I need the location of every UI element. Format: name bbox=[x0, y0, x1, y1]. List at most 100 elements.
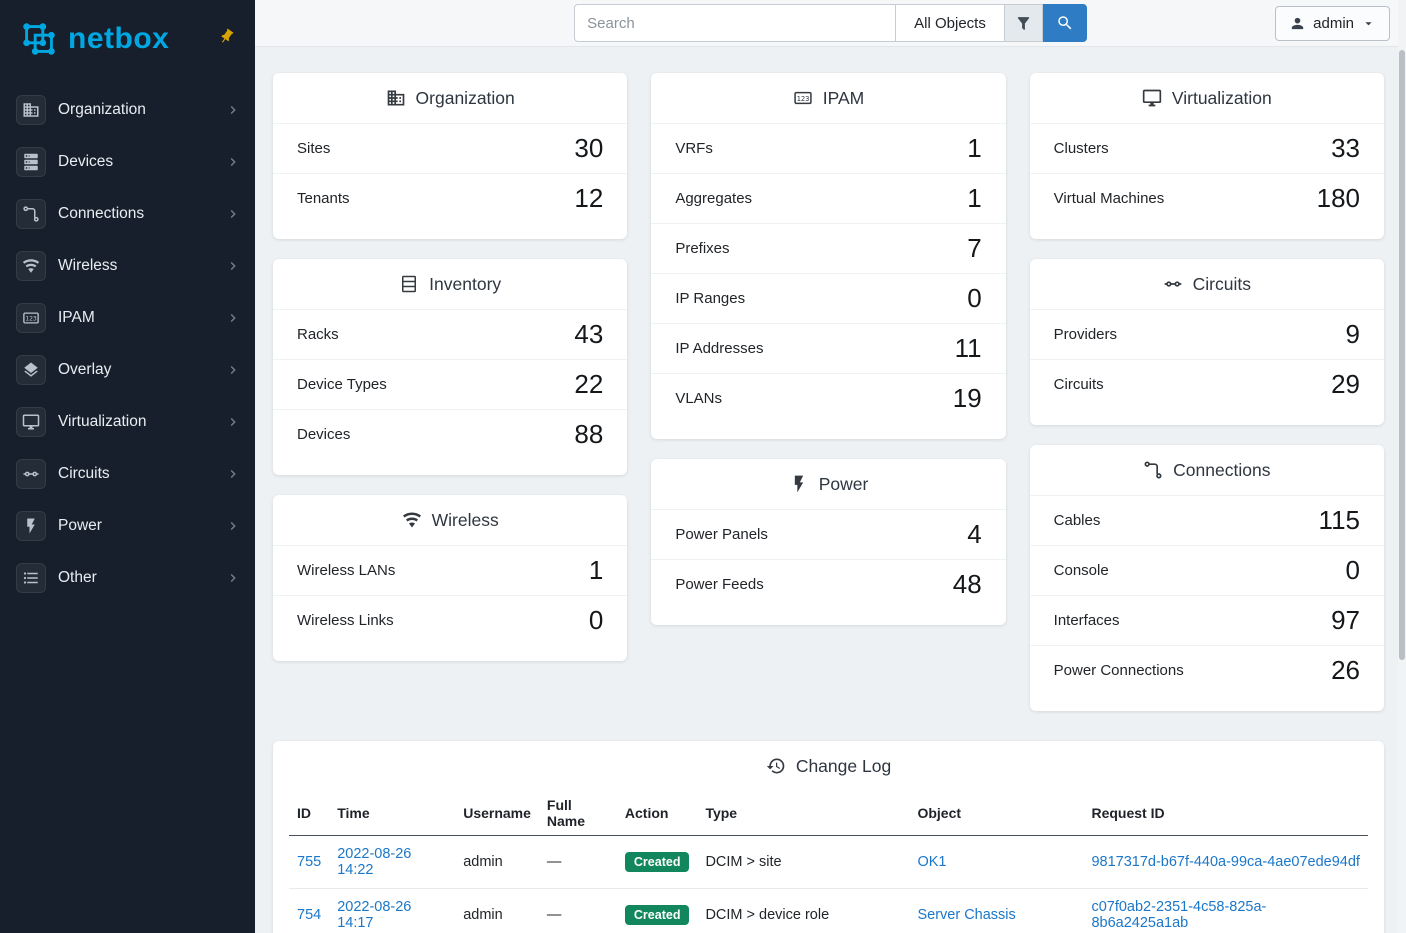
request-id-link[interactable]: c07f0ab2-2351-4c58-825a-8b6a2425a1ab bbox=[1091, 899, 1267, 931]
stat-row-wireless-lans[interactable]: Wireless LANs 1 bbox=[273, 545, 628, 595]
stat-row-ip-addresses[interactable]: IP Addresses 11 bbox=[651, 323, 1006, 373]
stat-value: 88 bbox=[574, 419, 604, 449]
sidebar-item-circuits[interactable]: Circuits bbox=[0, 448, 255, 500]
circuits-icon bbox=[16, 459, 46, 489]
stat-value: 30 bbox=[574, 133, 604, 163]
devices-icon bbox=[16, 147, 46, 177]
stat-row-cables[interactable]: Cables 115 bbox=[1029, 495, 1384, 545]
stat-row-ip-ranges[interactable]: IP Ranges 0 bbox=[651, 273, 1006, 323]
chevron-right-icon bbox=[225, 206, 241, 222]
filter-button[interactable] bbox=[1004, 4, 1043, 42]
scrollbar bbox=[1398, 0, 1406, 933]
netbox-logo[interactable]: netbox bbox=[18, 18, 169, 60]
ipam-icon: 123 bbox=[16, 303, 46, 333]
sidebar-item-power[interactable]: Power bbox=[0, 500, 255, 552]
stat-value: 48 bbox=[952, 569, 982, 599]
history-icon bbox=[766, 756, 786, 776]
scrollbar-thumb[interactable] bbox=[1399, 50, 1405, 660]
sidebar-item-wireless[interactable]: Wireless bbox=[0, 240, 255, 292]
stat-row-power-panels[interactable]: Power Panels 4 bbox=[651, 509, 1006, 559]
object-type-selector[interactable]: All Objects bbox=[896, 4, 1005, 42]
stat-row-interfaces[interactable]: Interfaces 97 bbox=[1029, 595, 1384, 645]
stat-row-sites[interactable]: Sites 30 bbox=[273, 123, 628, 173]
column-header-action: Action bbox=[616, 791, 698, 836]
stat-label: Device Types bbox=[297, 376, 387, 393]
sidebar-item-overlay[interactable]: Overlay bbox=[0, 344, 255, 396]
stat-row-power-feeds[interactable]: Power Feeds 48 bbox=[651, 559, 1006, 609]
stat-row-vrfs[interactable]: VRFs 1 bbox=[651, 123, 1006, 173]
changelog-table: ID Time Username Full Name Action Type Object R… bbox=[289, 791, 1368, 933]
stat-label: Wireless LANs bbox=[297, 562, 396, 579]
stat-label: Power Connections bbox=[1053, 662, 1184, 679]
stat-row-wireless-links[interactable]: Wireless Links 0 bbox=[273, 595, 628, 645]
stat-row-power-connections[interactable]: Power Connections 26 bbox=[1029, 645, 1384, 695]
logo-row: netbox bbox=[0, 0, 255, 78]
changelog-row: 755 2022-08-26 14:22 admin — Created DCI… bbox=[289, 835, 1368, 889]
change-time-link[interactable]: 2022-08-26 14:17 bbox=[337, 899, 412, 931]
chevron-right-icon bbox=[225, 466, 241, 482]
stat-row-device-types[interactable]: Device Types 22 bbox=[273, 359, 628, 409]
wireless-icon bbox=[16, 251, 46, 281]
change-id-link[interactable]: 755 bbox=[297, 854, 322, 870]
stat-row-prefixes[interactable]: Prefixes 7 bbox=[651, 223, 1006, 273]
stat-label: Racks bbox=[297, 326, 339, 343]
stat-row-vlans[interactable]: VLANs 19 bbox=[651, 373, 1006, 423]
pin-icon[interactable] bbox=[215, 25, 239, 49]
sidebar-item-devices[interactable]: Devices bbox=[0, 136, 255, 188]
card-title-text: Inventory bbox=[429, 273, 502, 294]
user-menu-button[interactable]: admin bbox=[1275, 6, 1390, 41]
stat-row-racks[interactable]: Racks 43 bbox=[273, 309, 628, 359]
svg-text:123: 123 bbox=[25, 315, 37, 323]
change-id-link[interactable]: 754 bbox=[297, 907, 322, 923]
column-header-object: Object bbox=[909, 791, 1084, 836]
sidebar-nav: Organization Devices Connections Wireles… bbox=[0, 78, 255, 604]
inventory-icon bbox=[399, 274, 419, 294]
stat-label: Prefixes bbox=[675, 240, 730, 257]
table-body: 755 2022-08-26 14:22 admin — Created DCI… bbox=[289, 835, 1368, 933]
sidebar-item-connections[interactable]: Connections bbox=[0, 188, 255, 240]
search-group: All Objects bbox=[574, 4, 1087, 42]
stat-row-virtual-machines[interactable]: Virtual Machines 180 bbox=[1029, 173, 1384, 223]
stat-row-clusters[interactable]: Clusters 33 bbox=[1029, 123, 1384, 173]
change-object: Server Chassis bbox=[909, 888, 1084, 933]
stat-row-aggregates[interactable]: Aggregates 1 bbox=[651, 173, 1006, 223]
connections-icon bbox=[16, 199, 46, 229]
stat-row-providers[interactable]: Providers 9 bbox=[1029, 309, 1384, 359]
sidebar-item-virtualization[interactable]: Virtualization bbox=[0, 396, 255, 448]
netbox-logo-text: netbox bbox=[68, 22, 170, 55]
stat-label: IP Addresses bbox=[675, 340, 764, 357]
stat-row-circuits[interactable]: Circuits 29 bbox=[1029, 359, 1384, 409]
dashboard-column: Organization Sites 30 Tenants 12 Invento… bbox=[273, 73, 628, 661]
sidebar-item-label: Connections bbox=[58, 205, 145, 222]
chevron-right-icon bbox=[225, 154, 241, 170]
stat-label: Aggregates bbox=[675, 190, 753, 207]
stat-value: 7 bbox=[967, 233, 982, 263]
power-icon bbox=[16, 511, 46, 541]
sidebar-item-ipam[interactable]: 123 IPAM bbox=[0, 292, 255, 344]
dashboard: Organization Sites 30 Tenants 12 Invento… bbox=[255, 47, 1406, 933]
change-username: admin bbox=[455, 888, 539, 933]
object-link[interactable]: OK1 bbox=[917, 854, 947, 870]
object-link[interactable]: Server Chassis bbox=[917, 907, 1016, 923]
filter-icon bbox=[1015, 15, 1032, 32]
stat-row-tenants[interactable]: Tenants 12 bbox=[273, 173, 628, 223]
request-id-link[interactable]: 9817317d-b67f-440a-99ca-4ae07ede94df bbox=[1091, 854, 1360, 870]
column-header-id: ID bbox=[289, 791, 330, 836]
search-button[interactable] bbox=[1042, 4, 1087, 42]
sidebar-item-other[interactable]: Other bbox=[0, 552, 255, 604]
stat-row-devices[interactable]: Devices 88 bbox=[273, 409, 628, 459]
svg-text:123: 123 bbox=[796, 94, 809, 103]
search-input[interactable] bbox=[574, 4, 897, 42]
sidebar-item-organization[interactable]: Organization bbox=[0, 84, 255, 136]
dashboard-column: Virtualization Clusters 33 Virtual Machi… bbox=[1029, 73, 1384, 711]
stat-label: Virtual Machines bbox=[1053, 190, 1165, 207]
card-title-text: IPAM bbox=[822, 87, 865, 108]
card-title-text: Virtualization bbox=[1171, 87, 1272, 108]
action-badge: Created bbox=[624, 852, 690, 872]
sidebar-item-label: Circuits bbox=[58, 465, 110, 482]
stat-label: VLANs bbox=[675, 390, 723, 407]
change-time-link[interactable]: 2022-08-26 14:22 bbox=[337, 846, 412, 878]
dashboard-column: 123 IPAM VRFs 1 Aggregates 1 Prefixes 7 … bbox=[651, 73, 1006, 625]
stat-row-console[interactable]: Console 0 bbox=[1029, 545, 1384, 595]
column-header-time: Time bbox=[329, 791, 456, 836]
